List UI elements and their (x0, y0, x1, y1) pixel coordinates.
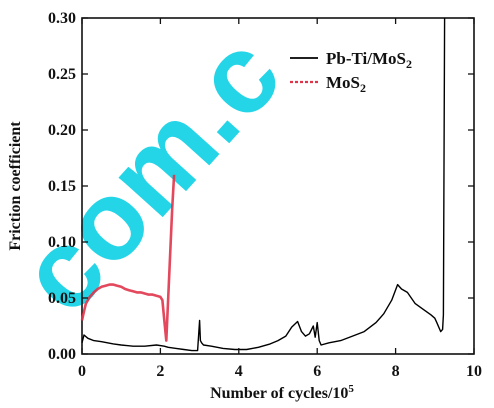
axis-titles: Number of cycles/105 Friction coefficient (7, 121, 354, 402)
x-tick-label: 0 (78, 363, 86, 380)
y-tick-label: 0.20 (48, 122, 76, 139)
x-tick-label: 2 (156, 363, 164, 380)
y-tick-label: 0.25 (48, 66, 76, 83)
y-tick-label: 0.10 (48, 234, 76, 251)
x-axis-title: Number of cycles/105 (210, 383, 354, 402)
watermark: com.c (0, 12, 304, 336)
series-line-mos2 (80, 174, 176, 342)
x-tick-label: 8 (392, 363, 400, 380)
axis-ticks: 0 2 4 6 8 10 0.00 0.05 0.10 0.15 0.20 0.25 0.30 (48, 10, 482, 380)
y-tick-label: 0.05 (48, 290, 76, 307)
y-tick-label: 0.15 (48, 178, 76, 195)
x-tick-label: 4 (235, 363, 243, 380)
y-tick-label: 0.00 (48, 346, 76, 363)
x-tick-label: 6 (313, 363, 321, 380)
legend-label-1: MoS2 (326, 73, 366, 95)
series-line-pb-ti-mos2 (81, 17, 446, 352)
x-tick-label: 10 (466, 363, 482, 380)
watermark-text: com.c (0, 12, 304, 336)
y-tick-label: 0.30 (48, 10, 76, 27)
legend-label-0: Pb-Ti/MoS2 (326, 49, 412, 71)
y-axis-title: Friction coefficient (7, 121, 24, 251)
series-layer (80, 17, 446, 352)
